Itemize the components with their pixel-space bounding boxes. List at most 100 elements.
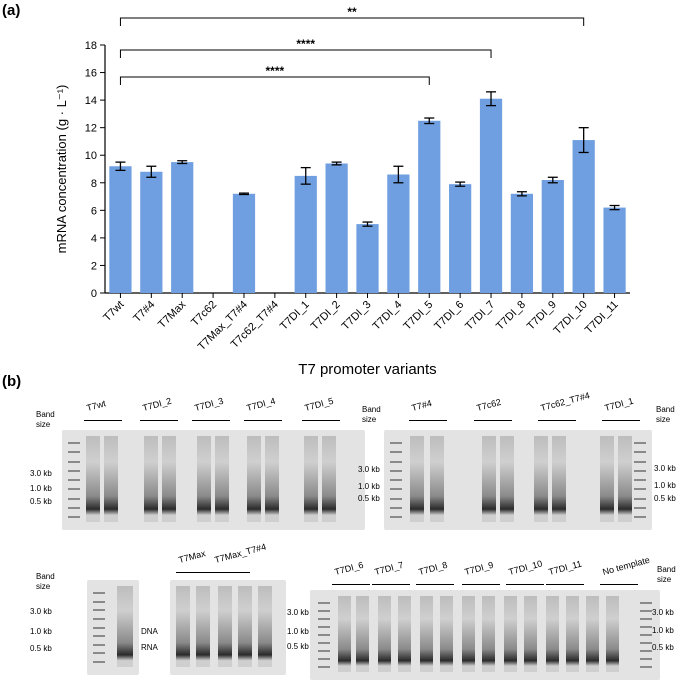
- ladder-band: [318, 666, 330, 668]
- gel-lane: [504, 596, 517, 672]
- ladder-band: [634, 460, 646, 463]
- x-tick-label: T7DI_5: [401, 299, 435, 333]
- panel-a-label: (a): [2, 2, 21, 19]
- dna-label: DNA: [141, 627, 158, 636]
- gel2-lane-underline: [409, 420, 447, 421]
- ladder-band: [68, 497, 80, 500]
- gel2-lane-label: T7c62_T7#4: [539, 390, 591, 413]
- ladder-band: [318, 634, 330, 636]
- gel-lane: [500, 436, 514, 522]
- gel-lane: [534, 436, 548, 522]
- ladder-band: [640, 618, 652, 620]
- bar: [140, 171, 163, 293]
- significance-bracket: [119, 17, 585, 26]
- gel-lane: [524, 596, 537, 672]
- gel-lane: [566, 596, 579, 672]
- ladder-band: [68, 469, 80, 472]
- gel1-kb-3: 3.0 kb: [30, 469, 52, 478]
- bar: [109, 166, 132, 293]
- gel-lane: [600, 436, 614, 522]
- ladder-band: [390, 460, 402, 463]
- y-tick-label: 2: [91, 260, 97, 272]
- significance-bracket: [119, 76, 430, 85]
- bar: [325, 163, 348, 293]
- gel-lane: [420, 596, 433, 672]
- bar: [510, 193, 534, 293]
- ladder-band: [640, 626, 652, 628]
- gel5-kb-3-left: 3.0 kb: [287, 608, 309, 617]
- ladder-band: [318, 642, 330, 644]
- gel-image-4: [170, 580, 286, 675]
- gel5-band-size-label-right: Band size: [657, 565, 676, 584]
- x-tick-label: T7DI_3: [340, 299, 374, 333]
- gel-lane: [546, 596, 559, 672]
- gel5-lane-underline: [372, 584, 410, 585]
- ladder-band: [318, 618, 330, 620]
- ladder-band: [93, 652, 105, 655]
- y-tick-label: 14: [85, 95, 97, 107]
- ladder-band: [634, 469, 646, 472]
- gel5-lane-label: T7DI_10: [507, 558, 544, 577]
- gel2-kb-3-right: 3.0 kb: [654, 464, 676, 473]
- gel-lane: [618, 436, 632, 522]
- significance-stars: ****: [266, 64, 285, 78]
- gel5-lane-label: T7DI_6: [333, 559, 365, 577]
- ladder-band: [68, 479, 80, 481]
- ladder-band: [68, 460, 80, 463]
- gel-lane: [104, 436, 118, 522]
- gel5-kb-05-right: 0.5 kb: [652, 643, 674, 652]
- significance-bracket: [119, 49, 492, 58]
- y-tick-label: 8: [91, 178, 97, 190]
- bar: [603, 207, 626, 293]
- gel1-lane-label: T7DI_5: [303, 395, 335, 413]
- gel5-lane-underline: [546, 584, 584, 585]
- ladder-band: [634, 451, 646, 454]
- gel5-lane-label: T7DI_9: [463, 559, 495, 577]
- x-tick-label: T7DI_2: [309, 299, 343, 333]
- gel-lane: [440, 596, 453, 672]
- ladder-band: [390, 442, 402, 444]
- x-tick-label: T7Max: [156, 298, 189, 331]
- bar: [171, 162, 194, 293]
- gel-lane: [86, 436, 100, 522]
- ladder-band: [68, 451, 80, 454]
- gel-lane: [398, 596, 411, 672]
- ladder-band: [640, 610, 652, 612]
- panel-b-label: (b): [2, 373, 22, 390]
- ladder-band: [634, 497, 646, 500]
- gel1-lane-label: T7DI_4: [245, 395, 277, 413]
- gel2-lane-label: T7c62: [475, 396, 503, 413]
- bar: [294, 175, 317, 293]
- y-tick-label: 6: [91, 205, 97, 217]
- ladder-band: [634, 488, 646, 491]
- gel5-lane-label: T7DI_8: [417, 559, 449, 577]
- gel-lane: [196, 586, 210, 667]
- ladder-band: [634, 479, 646, 481]
- gel2-lane-underline: [538, 420, 576, 421]
- gel-lane: [482, 436, 496, 522]
- ladder-band: [640, 658, 652, 660]
- gel5-lane-underline: [506, 584, 544, 585]
- ladder-band: [68, 506, 80, 509]
- x-axis-title: T7 promoter variants: [298, 361, 436, 378]
- gel5-kb-3-right: 3.0 kb: [652, 608, 674, 617]
- gel5-lane-label: No template: [601, 554, 651, 577]
- gel5-kb-05-left: 0.5 kb: [287, 642, 309, 651]
- gel1-lane-underline: [140, 420, 178, 421]
- x-tick-label: T7DI_4: [371, 299, 405, 333]
- ladder-band: [390, 479, 402, 481]
- gel-lane: [410, 436, 424, 522]
- gel1-kb-1: 1.0 kb: [30, 484, 52, 493]
- significance-stars: **: [347, 5, 357, 19]
- bar: [479, 98, 503, 293]
- bar: [387, 174, 410, 293]
- ladder-band: [390, 516, 402, 518]
- gel4-lane-label: T7Max_T7#4: [213, 541, 268, 565]
- ladder-band: [93, 643, 105, 646]
- gel-lane: [238, 586, 252, 667]
- gel-image-2: [384, 430, 652, 530]
- gel-lane: [197, 436, 211, 522]
- bar: [356, 224, 379, 293]
- y-axis-title: mRNA concentration (g · L⁻¹): [54, 85, 69, 254]
- ladder-band: [634, 516, 646, 518]
